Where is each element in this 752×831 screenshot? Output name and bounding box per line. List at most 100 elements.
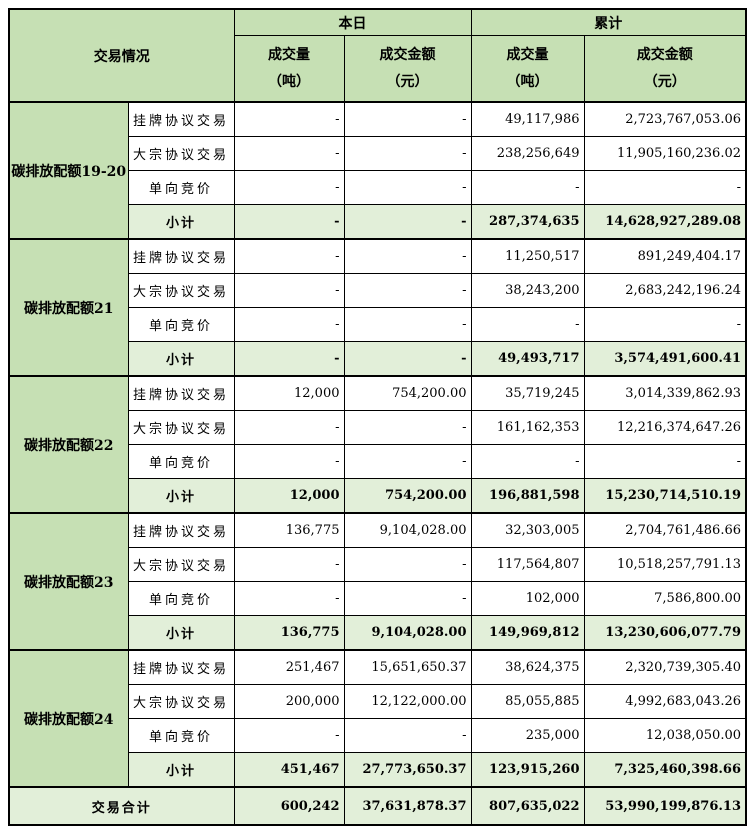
cum-amount-cell: - <box>583 444 747 479</box>
cum-volume-cell: 149,969,812 <box>470 615 585 651</box>
today-amount-cell: 15,651,650.37 <box>343 649 472 685</box>
table-row: 碳排放配额21 挂牌协议交易 - - 11,250,517 891,249,40… <box>8 238 747 377</box>
today-amount-cell: 12,122,000.00 <box>343 684 472 719</box>
subtotal-label: 小计 <box>127 204 235 240</box>
cum-amount-cell: 2,683,242,196.24 <box>583 273 747 308</box>
grand-total-label: 交易合计 <box>8 786 235 826</box>
cum-volume-cell: 102,000 <box>470 581 585 616</box>
today-amount-cell: - <box>343 547 472 582</box>
cum-volume-cell: - <box>470 444 585 479</box>
subtotal-row: 小计 136,775 9,104,028.00 149,969,812 13,2… <box>9 615 747 651</box>
cum-volume-cell: 38,624,375 <box>470 649 585 685</box>
header-today-amount: 成交金额 （元） <box>343 35 472 103</box>
subtotal-row: 小计 - - 49,493,717 3,574,491,600.41 <box>9 341 747 377</box>
today-volume-cell: 12,000 <box>233 478 345 514</box>
group-label: 碳排放配额22 <box>8 375 129 514</box>
today-amount-cell: - <box>343 718 472 753</box>
cum-amount-cell: 2,704,761,486.66 <box>583 512 747 548</box>
header-trading-situation: 交易情况 <box>8 8 235 103</box>
cum-volume-cell: 38,243,200 <box>470 273 585 308</box>
today-volume-cell: - <box>233 204 345 240</box>
table-row: 单向竞价 - - 102,000 7,586,800.00 <box>9 581 747 616</box>
cum-volume-cell: 49,117,986 <box>470 101 585 137</box>
cum-amount-cell: 11,905,160,236.02 <box>583 136 747 171</box>
today-amount-cell: - <box>343 170 472 205</box>
cum-volume-cell: 196,881,598 <box>470 478 585 514</box>
trade-type-cell: 挂牌协议交易 <box>127 101 235 137</box>
table-row: 碳排放配额19-20 挂牌协议交易 - - 49,117,986 2,723,7… <box>8 101 747 240</box>
subtotal-label: 小计 <box>127 341 235 377</box>
trade-type-cell: 大宗协议交易 <box>127 547 235 582</box>
cum-amount-cell: - <box>583 170 747 205</box>
today-volume-cell: - <box>233 547 345 582</box>
trade-type-cell: 挂牌协议交易 <box>127 649 235 685</box>
cum-amount-cell: 12,216,374,647.26 <box>583 410 747 445</box>
cum-volume-cell: 117,564,807 <box>470 547 585 582</box>
header-cumulative: 累计 <box>470 8 747 36</box>
today-volume-cell: - <box>233 410 345 445</box>
today-amount-cell: 9,104,028.00 <box>343 615 472 651</box>
today-amount-cell: - <box>343 238 472 274</box>
cum-volume-cell: 235,000 <box>470 718 585 753</box>
trade-type-cell: 挂牌协议交易 <box>127 512 235 548</box>
header-amount-line1: 成交金额 <box>379 46 436 63</box>
today-amount-cell: - <box>343 273 472 308</box>
table-row: 碳排放配额24 挂牌协议交易 251,467 15,651,650.37 38,… <box>8 649 747 788</box>
cum-amount-cell: 12,038,050.00 <box>583 718 747 753</box>
today-volume-cell: - <box>233 307 345 342</box>
today-volume-cell: 200,000 <box>233 684 345 719</box>
trade-type-cell: 单向竞价 <box>127 581 235 616</box>
today-amount-cell: - <box>343 307 472 342</box>
trade-type-cell: 单向竞价 <box>127 170 235 205</box>
cum-volume-cell: 11,250,517 <box>470 238 585 274</box>
cum-amount-cell: 3,574,491,600.41 <box>583 341 747 377</box>
today-volume-cell: - <box>233 341 345 377</box>
table-row: 大宗协议交易 - - 238,256,649 11,905,160,236.02 <box>9 136 747 171</box>
table-row: 单向竞价 - - - - <box>9 444 747 479</box>
today-volume-cell: 136,775 <box>233 512 345 548</box>
subtotal-label: 小计 <box>127 752 235 788</box>
table-row: 单向竞价 - - - - <box>9 307 747 342</box>
subtotal-label: 小计 <box>127 478 235 514</box>
trade-type-cell: 挂牌协议交易 <box>127 375 235 411</box>
table-row: 单向竞价 - - - - <box>9 170 747 205</box>
cum-volume-cell: 161,162,353 <box>470 410 585 445</box>
trade-type-cell: 单向竞价 <box>127 307 235 342</box>
today-volume-cell: - <box>233 444 345 479</box>
today-volume-cell: - <box>233 581 345 616</box>
today-amount-cell: 754,200.00 <box>343 375 472 411</box>
cum-volume-cell: 123,915,260 <box>470 752 585 788</box>
trade-type-cell: 单向竞价 <box>127 444 235 479</box>
cum-amount-cell: 3,014,339,862.93 <box>583 375 747 411</box>
today-amount-cell: - <box>343 444 472 479</box>
subtotal-row: 小计 451,467 27,773,650.37 123,915,260 7,3… <box>9 752 747 788</box>
header-amount-line2: （元） <box>643 73 686 90</box>
subtotal-label: 小计 <box>127 615 235 651</box>
today-volume-cell: - <box>233 273 345 308</box>
cum-amount-total: 53,990,199,876.13 <box>583 786 747 826</box>
cum-amount-cell: 2,723,767,053.06 <box>583 101 747 137</box>
today-amount-cell: 754,200.00 <box>343 478 472 514</box>
table-row: 单向竞价 - - 235,000 12,038,050.00 <box>9 718 747 753</box>
today-volume-cell: - <box>233 101 345 137</box>
header-volume-line1: 成交量 <box>506 46 549 63</box>
table-row: 大宗协议交易 - - 117,564,807 10,518,257,791.13 <box>9 547 747 582</box>
trade-type-cell: 大宗协议交易 <box>127 273 235 308</box>
cum-amount-cell: 13,230,606,077.79 <box>583 615 747 651</box>
today-volume-cell: - <box>233 238 345 274</box>
group-label: 碳排放配额21 <box>8 238 129 377</box>
cum-volume-cell: 32,303,005 <box>470 512 585 548</box>
cum-volume-cell: - <box>470 170 585 205</box>
today-amount-cell: 27,773,650.37 <box>343 752 472 788</box>
table-row: 大宗协议交易 - - 38,243,200 2,683,242,196.24 <box>9 273 747 308</box>
trading-summary-table: 交易情况 本日 累计 成交量 （吨） 成交金额 （元） 成交量 （吨） 成交金额… <box>8 8 747 826</box>
today-amount-cell: - <box>343 410 472 445</box>
today-amount-cell: 9,104,028.00 <box>343 512 472 548</box>
trade-type-cell: 大宗协议交易 <box>127 136 235 171</box>
grand-total-row: 交易合计 600,242 37,631,878.37 807,635,022 5… <box>8 786 747 826</box>
cum-amount-cell: 4,992,683,043.26 <box>583 684 747 719</box>
header-today-volume: 成交量 （吨） <box>233 35 345 103</box>
cum-volume-cell: 287,374,635 <box>470 204 585 240</box>
cum-amount-cell: 7,586,800.00 <box>583 581 747 616</box>
cum-volume-cell: 49,493,717 <box>470 341 585 377</box>
